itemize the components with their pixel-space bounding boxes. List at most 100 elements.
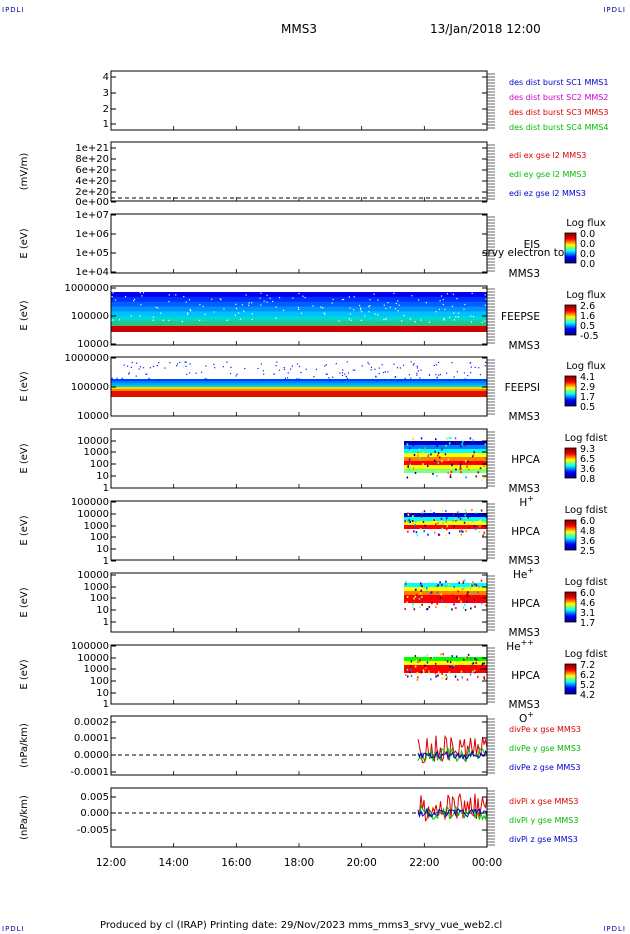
corner-label-top-left: IPDLI xyxy=(2,6,25,14)
panel4-pixel xyxy=(458,312,460,314)
panel5-pixel xyxy=(384,371,386,373)
panel8-colorbar-title: Log fdist xyxy=(565,577,608,588)
panel2-ytick-label: 0e+00 xyxy=(75,197,109,208)
panel7-pixel xyxy=(452,519,454,522)
panel5-pixel xyxy=(435,374,437,376)
panel9-pixel xyxy=(463,658,465,661)
panel6-ytick-label: 10 xyxy=(96,471,109,482)
x-tick-label: 20:00 xyxy=(347,857,377,869)
panel4-pixel xyxy=(157,307,159,309)
panel5-band xyxy=(111,383,487,386)
panel5-band xyxy=(111,379,487,382)
panel8-pixel xyxy=(462,580,465,583)
panel5-pixel xyxy=(328,377,330,379)
footer-credit: Produced by cl (IRAP) Printing date: 29/… xyxy=(100,920,503,931)
panel7-pixel xyxy=(407,513,410,516)
panel4-pixel xyxy=(297,306,300,309)
panel5-pixel xyxy=(131,361,133,364)
panel4-pixel xyxy=(187,313,189,315)
panel9-colorbar xyxy=(564,663,577,695)
panel8-pixel xyxy=(420,584,422,587)
panel7-pixel xyxy=(464,514,466,517)
panel5-pixel xyxy=(152,365,155,367)
panel8-pixel xyxy=(445,580,447,583)
panel8-pixel xyxy=(465,600,468,603)
panel9-spacecraft: MMS3 xyxy=(509,699,540,711)
panel4-pixel xyxy=(202,305,204,307)
panel7-colorbar-tick: 6.0 xyxy=(580,516,595,527)
panel9-pixel xyxy=(424,664,426,667)
panel7-pixel xyxy=(438,514,441,517)
panel6-colorbar-tick: 6.5 xyxy=(580,454,595,465)
panel9-pixel xyxy=(460,670,463,673)
panel5-pixel xyxy=(325,373,327,375)
panel4-pixel xyxy=(266,294,268,296)
panel4-pixel xyxy=(471,292,473,294)
panel6-band xyxy=(404,469,487,473)
panel4-pixel xyxy=(139,315,141,317)
panel3-frame xyxy=(110,213,488,274)
panel4-spacecraft: MMS3 xyxy=(509,340,540,352)
panel7-colorbar-tick: 4.8 xyxy=(580,526,595,537)
panel7-ytick-label: 100000 xyxy=(71,497,109,508)
panel8-pixel xyxy=(426,608,428,611)
panel8-pixel xyxy=(470,607,472,610)
panel8-pixel xyxy=(413,608,416,611)
panel5-pixel xyxy=(226,361,228,363)
panel4-pixel xyxy=(324,313,326,315)
panel7-species: He+ xyxy=(513,566,534,581)
panel5-pixel xyxy=(394,376,396,378)
panel6-pixel xyxy=(430,453,432,456)
panel6-pixel xyxy=(436,454,439,457)
panel5-pixel xyxy=(478,367,480,369)
panel5-pixel xyxy=(291,365,294,367)
panel7-spacecraft: MMS3 xyxy=(509,555,540,567)
panel7-pixel xyxy=(420,515,423,518)
panel5-pixel xyxy=(428,374,431,376)
panel10-legend-entry: divPe x gse MMS3 xyxy=(509,725,581,734)
panel4-pixel xyxy=(162,319,165,321)
panel7-pixel xyxy=(478,525,480,528)
panel5-instrument: FEEPSI xyxy=(505,382,540,394)
panel8-pixel xyxy=(413,597,415,600)
panel4-pixel xyxy=(187,312,189,314)
panel5-colorbar-tick: 2.9 xyxy=(580,382,595,393)
panel6-pixel xyxy=(420,437,423,440)
panel5-pixel xyxy=(456,371,458,373)
panel4-pixel xyxy=(464,303,466,306)
panel4-pixel xyxy=(260,304,262,306)
panel8-pixel xyxy=(412,602,414,605)
panel9-pixel xyxy=(449,661,452,664)
panel5-pixel xyxy=(138,368,140,370)
panel8-pixel xyxy=(419,606,421,609)
panel4-pixel xyxy=(168,319,170,321)
panel8-pixel xyxy=(471,594,473,597)
panel4-pixel xyxy=(130,315,132,317)
panel8-pixel xyxy=(415,588,417,591)
panel9-pixel xyxy=(445,669,447,672)
panel7-pixel xyxy=(479,519,481,522)
panel4-pixel xyxy=(142,292,145,294)
panel5-pixel xyxy=(283,368,286,370)
panel5-pixel xyxy=(121,377,123,380)
panel6-pixel xyxy=(483,475,486,478)
panel5-pixel xyxy=(346,361,348,363)
panel4-pixel xyxy=(238,312,240,314)
panel2-ytick-label: 8e+20 xyxy=(75,154,109,165)
panel5-pixel xyxy=(332,376,334,378)
panel4-pixel xyxy=(374,313,376,315)
panel8-pixel xyxy=(425,587,428,590)
panel4-pixel xyxy=(118,319,121,321)
panel4-pixel xyxy=(275,317,277,319)
panel8-band xyxy=(404,595,487,599)
panel9-pixel xyxy=(434,662,437,665)
panel7-ytick-label: 100 xyxy=(90,532,109,543)
panel9-pixel xyxy=(414,655,417,658)
panel5-pixel xyxy=(287,372,289,374)
panel9-pixel xyxy=(466,678,469,681)
panel5-pixel xyxy=(435,364,438,366)
panel5-band xyxy=(111,385,487,388)
panel7-pixel xyxy=(421,511,424,514)
panel6-band xyxy=(404,465,487,469)
panel4-pixel xyxy=(353,296,355,298)
